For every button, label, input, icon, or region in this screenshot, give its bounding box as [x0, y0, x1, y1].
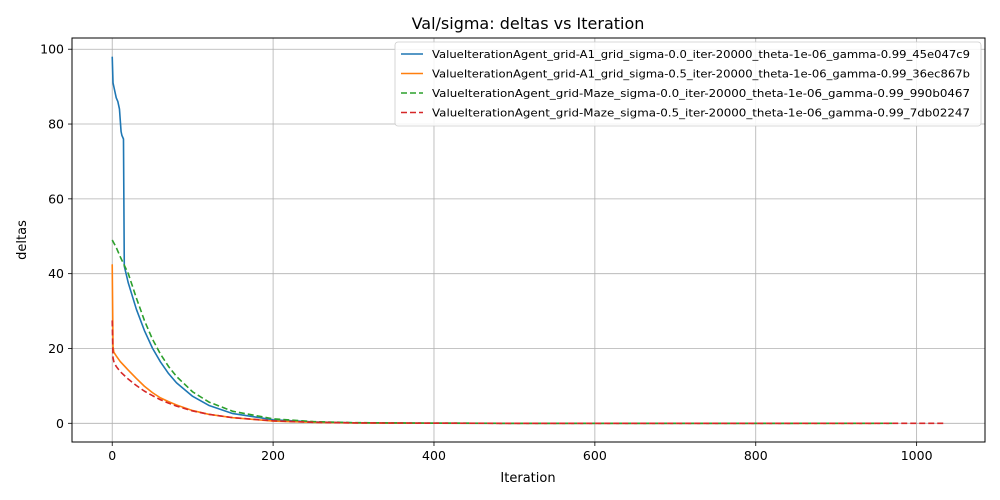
plot-frame: [71, 37, 986, 443]
x-tick-label: 400: [422, 448, 446, 463]
x-tick-label: 0: [108, 448, 116, 463]
x-tick-label: 1000: [901, 448, 933, 463]
y-tick-label: 40: [48, 266, 64, 281]
y-tick-label: 60: [48, 191, 64, 206]
x-tick-label: 600: [583, 448, 607, 463]
series-line-3: [111, 239, 893, 425]
y-tick-label: 0: [56, 416, 64, 431]
y-tick-label: 80: [48, 117, 64, 132]
x-tick-label: 800: [744, 448, 768, 463]
legend-label-1: ValueIterationAgent_grid-A1_grid_sigma-0…: [432, 48, 970, 61]
chart-title: Val/sigma: deltas vs Iteration: [412, 14, 645, 33]
series-line-4: [111, 320, 945, 425]
y-tick-label: 100: [40, 42, 64, 57]
series-lines: [111, 56, 945, 425]
y-axis-title: deltas: [15, 220, 30, 260]
x-axis-title: Iteration: [500, 471, 555, 486]
legend: ValueIterationAgent_grid-A1_grid_sigma-0…: [394, 41, 982, 127]
legend-label-2: ValueIterationAgent_grid-A1_grid_sigma-0…: [432, 68, 970, 81]
legend-label-4: ValueIterationAgent_grid-Maze_sigma-0.5_…: [432, 107, 970, 120]
legend-box: [394, 41, 982, 127]
y-tick-label: 20: [48, 341, 64, 356]
legend-label-3: ValueIterationAgent_grid-Maze_sigma-0.0_…: [432, 87, 970, 100]
axis-ticks: 0 200 400 600 800 1000 0 20 40 60 80 100: [40, 42, 932, 463]
x-tick-label: 200: [261, 448, 285, 463]
